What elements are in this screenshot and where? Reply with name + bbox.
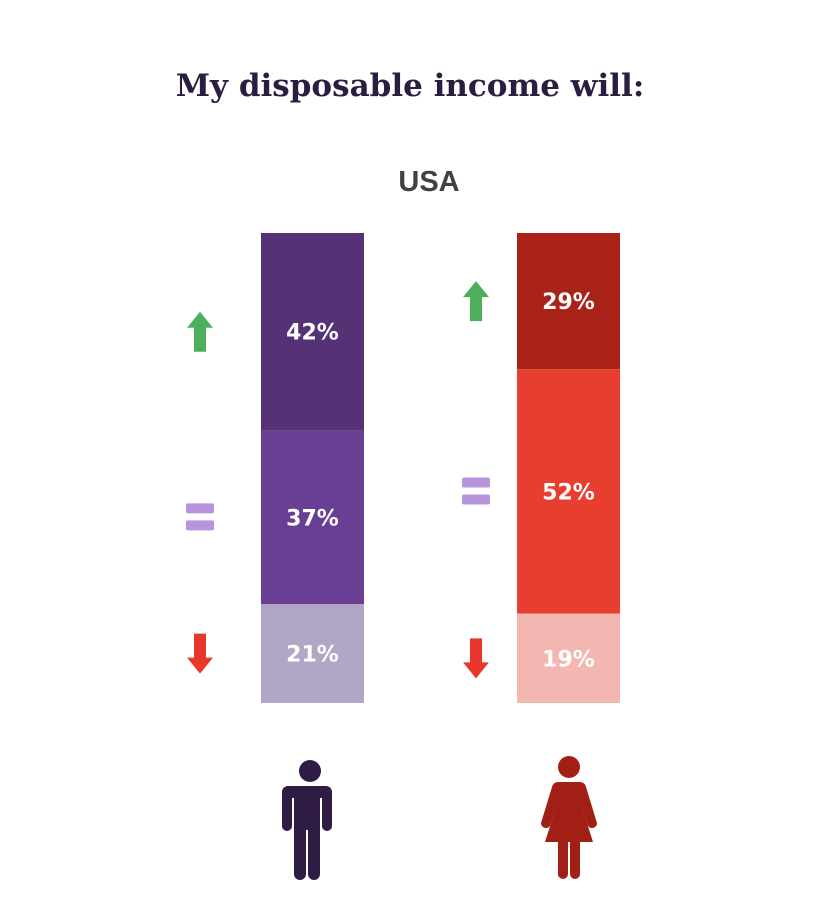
equals-icon	[462, 477, 490, 505]
arrow-down-icon	[463, 638, 489, 679]
bar-segment-men-2	[261, 430, 364, 605]
value-label: 52%	[542, 481, 595, 506]
value-label: 37%	[286, 506, 339, 531]
value-label: 19%	[542, 647, 595, 672]
arrow-up-icon	[463, 281, 489, 322]
value-label: 29%	[542, 290, 595, 315]
bar-segment-men-3	[261, 604, 364, 703]
value-label: 42%	[286, 321, 339, 346]
bar-segment-women-1	[517, 233, 620, 370]
chart-subtitle: USA	[398, 166, 460, 198]
bar-segment-men-1	[261, 233, 364, 431]
value-label: 21%	[286, 643, 339, 668]
arrow-down-icon	[187, 633, 213, 674]
chart-title: My disposable income will:	[175, 68, 645, 104]
bar-segment-women-3	[517, 613, 620, 703]
bar-segment-women-2	[517, 369, 620, 614]
man-icon	[282, 760, 332, 880]
arrow-up-icon	[187, 311, 213, 352]
woman-icon	[541, 756, 597, 879]
equals-icon	[186, 503, 214, 531]
